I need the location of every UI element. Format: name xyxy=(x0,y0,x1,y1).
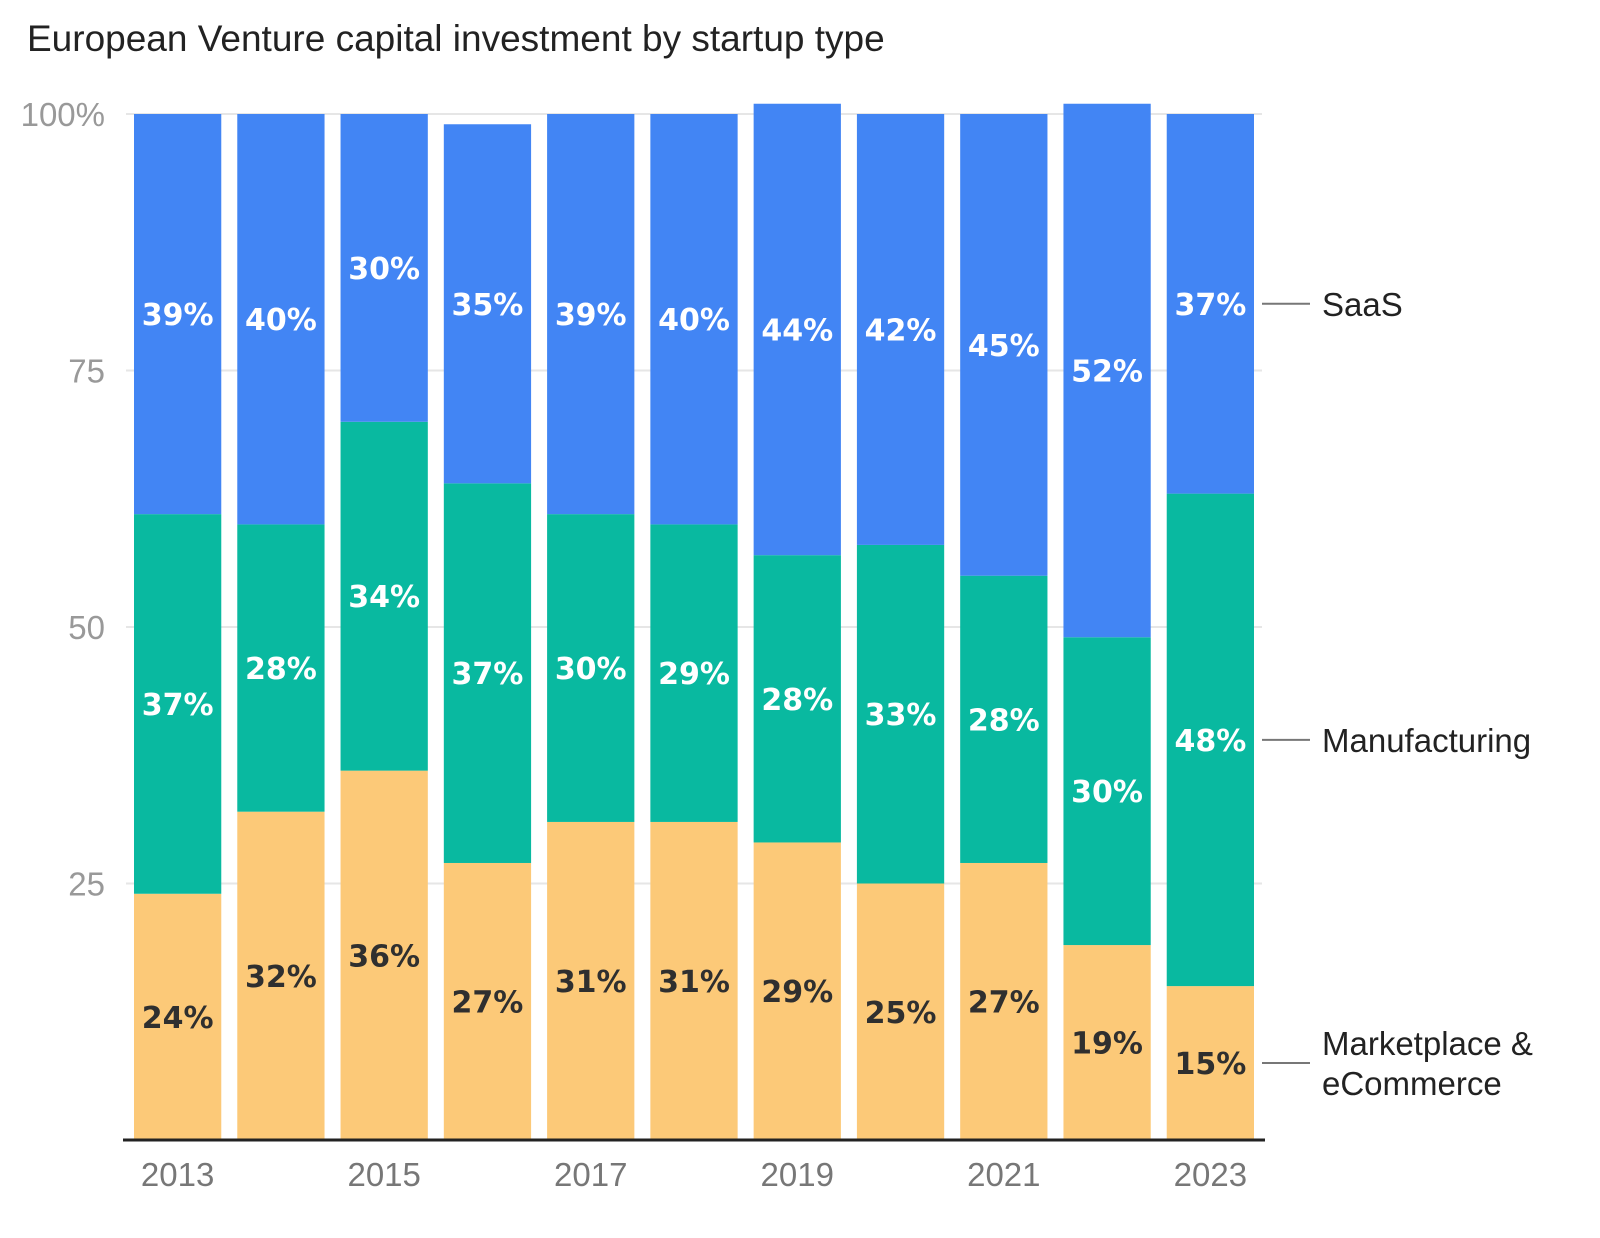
bar-segment xyxy=(1166,114,1254,494)
data-label: 24% xyxy=(142,1001,214,1036)
data-label: 52% xyxy=(1071,355,1143,390)
bar-segment xyxy=(134,114,222,515)
bar-segment xyxy=(960,114,1048,576)
bar-segment xyxy=(1063,637,1151,946)
bar-segment xyxy=(340,114,428,422)
bar-segment xyxy=(547,114,635,515)
data-label: 37% xyxy=(1174,288,1246,323)
bar-segment xyxy=(960,575,1048,863)
bar-segment xyxy=(1063,103,1151,638)
bars xyxy=(134,103,1254,1140)
data-label: 25% xyxy=(865,996,937,1031)
y-tick-label: 50 xyxy=(68,609,105,646)
data-label: 28% xyxy=(245,652,317,687)
bar-segment xyxy=(443,124,532,484)
bar-segment xyxy=(443,862,532,1140)
data-labels: 24% 37% 39% 32% 28% 40% 36% 34% 30% 27% 37% 35% 31% 3… xyxy=(142,252,1247,1082)
bar-segment xyxy=(753,103,841,556)
bar-segment xyxy=(547,514,635,822)
x-tick-label: 2019 xyxy=(761,1156,834,1193)
x-tick-label: 2017 xyxy=(554,1156,627,1193)
bar-segment xyxy=(547,821,635,1140)
data-label: 27% xyxy=(968,985,1040,1020)
bar-segment xyxy=(650,114,738,525)
data-label: 32% xyxy=(245,960,317,995)
bar-segment xyxy=(856,114,945,545)
data-label: 45% xyxy=(968,329,1040,364)
legend-label-line: eCommerce xyxy=(1322,1065,1502,1102)
data-label: 31% xyxy=(555,965,627,1000)
x-tick-label: 2021 xyxy=(967,1156,1040,1193)
bar-segment xyxy=(1063,945,1151,1140)
legend-label-line: SaaS xyxy=(1322,286,1403,323)
y-tick-label: 75 xyxy=(68,353,105,390)
bar-segment xyxy=(134,893,222,1140)
x-tick-label: 2015 xyxy=(347,1156,420,1193)
data-label: 39% xyxy=(142,298,214,333)
data-label: 44% xyxy=(761,313,833,348)
bar-segment xyxy=(340,421,428,771)
y-tick-label: 100% xyxy=(21,96,105,133)
bar-segment xyxy=(856,883,945,1140)
bar-segment xyxy=(753,842,841,1140)
data-label: 40% xyxy=(245,303,317,338)
bar-segment xyxy=(650,524,738,822)
bar-segment xyxy=(134,514,222,894)
data-label: 48% xyxy=(1174,724,1246,759)
data-label: 15% xyxy=(1174,1047,1246,1082)
data-label: 28% xyxy=(761,683,833,718)
bar-segment xyxy=(753,555,841,843)
data-label: 27% xyxy=(452,985,524,1020)
bar-segment xyxy=(1166,493,1254,987)
axes: 25 50 75 100% 2013 2015 2017 2019 2021 2023 xyxy=(21,96,1265,1193)
data-label: 30% xyxy=(348,252,420,287)
data-label: 37% xyxy=(452,657,524,692)
legend-label-line: Manufacturing xyxy=(1322,722,1531,759)
data-label: 30% xyxy=(1071,775,1143,810)
legend-label: SaaS xyxy=(1322,286,1403,323)
bar-segment xyxy=(237,114,325,525)
x-tick-label: 2023 xyxy=(1174,1156,1247,1193)
bar-segment xyxy=(237,811,325,1140)
data-label: 36% xyxy=(348,939,420,974)
bar-segment xyxy=(443,483,532,863)
chart-title: European Venture capital investment by s… xyxy=(27,18,885,59)
data-label: 33% xyxy=(865,698,937,733)
bar-segment xyxy=(237,524,325,812)
data-label: 34% xyxy=(348,580,420,615)
data-label: 40% xyxy=(658,303,730,338)
x-tick-label: 2013 xyxy=(141,1156,214,1193)
data-label: 30% xyxy=(555,652,627,687)
legend-label: Manufacturing xyxy=(1322,722,1531,759)
bar-segment xyxy=(960,862,1048,1140)
data-label: 29% xyxy=(761,975,833,1010)
legend: Marketplace & eCommerce Manufacturing SaaS xyxy=(1262,286,1533,1102)
data-label: 42% xyxy=(865,313,937,348)
bar-segment xyxy=(650,821,738,1140)
legend-label-line: Marketplace & xyxy=(1322,1025,1533,1062)
legend-label: Marketplace & eCommerce xyxy=(1322,1025,1533,1102)
bar-segment xyxy=(1166,986,1254,1140)
data-label: 28% xyxy=(968,703,1040,738)
data-label: 37% xyxy=(142,688,214,723)
data-label: 29% xyxy=(658,657,730,692)
bar-segment xyxy=(856,544,945,884)
bar-segment xyxy=(340,770,428,1140)
data-label: 39% xyxy=(555,298,627,333)
data-label: 35% xyxy=(452,288,524,323)
y-tick-label: 25 xyxy=(68,866,105,903)
data-label: 31% xyxy=(658,965,730,1000)
data-label: 19% xyxy=(1071,1027,1143,1062)
